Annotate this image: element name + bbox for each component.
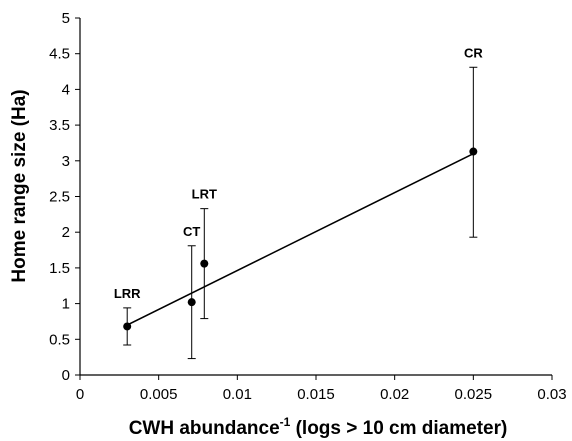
trendline-group bbox=[126, 152, 474, 326]
x-tick-label: 0.01 bbox=[223, 386, 252, 403]
data-points: LRR CT LRT CR bbox=[114, 45, 483, 360]
y-tick-label: 0 bbox=[62, 367, 70, 384]
x-tick-label: 0.03 bbox=[537, 386, 566, 403]
x-axis-title-superscript: -1 bbox=[280, 415, 291, 429]
x-tick-label: 0 bbox=[76, 386, 84, 403]
y-tick-label: 0.5 bbox=[49, 331, 70, 348]
x-axis-title: CWH abundance-1 (logs > 10 cm diameter) bbox=[129, 415, 508, 439]
x-axis-title-rest: (logs > 10 cm diameter) bbox=[290, 418, 507, 439]
y-tick-label: 4 bbox=[62, 81, 70, 98]
data-point bbox=[200, 259, 209, 268]
y-tick-label: 1 bbox=[62, 296, 70, 313]
x-tick-label: 0.02 bbox=[380, 386, 409, 403]
data-point bbox=[123, 322, 132, 331]
y-tick-label: 5 bbox=[62, 10, 70, 27]
point-label: CT bbox=[183, 224, 200, 239]
chart-axes: 0 0.5 1 1.5 2 2.5 3 3.5 4 4.5 5 0 0.005 0.01 0.015 0.02… bbox=[49, 10, 566, 403]
data-point bbox=[469, 147, 478, 156]
point-label: LRT bbox=[192, 187, 217, 202]
y-tick-label: 1.5 bbox=[49, 260, 70, 277]
point-label: LRR bbox=[114, 286, 141, 301]
y-tick-label: 2.5 bbox=[49, 189, 70, 206]
y-tick-label: 3 bbox=[62, 153, 70, 170]
data-point bbox=[187, 298, 196, 307]
y-tick-label: 2 bbox=[62, 224, 70, 241]
y-axis-title: Home range size (Ha) bbox=[9, 89, 30, 282]
x-axis-title-main: CWH abundance bbox=[129, 418, 280, 439]
y-tick-label: 3.5 bbox=[49, 117, 70, 134]
x-tick-label: 0.015 bbox=[297, 386, 335, 403]
trendline bbox=[126, 152, 474, 326]
x-tick-label: 0.025 bbox=[455, 386, 493, 403]
x-tick-label: 0.005 bbox=[140, 386, 178, 403]
point-label: CR bbox=[464, 45, 483, 60]
y-tick-label: 4.5 bbox=[49, 46, 70, 63]
